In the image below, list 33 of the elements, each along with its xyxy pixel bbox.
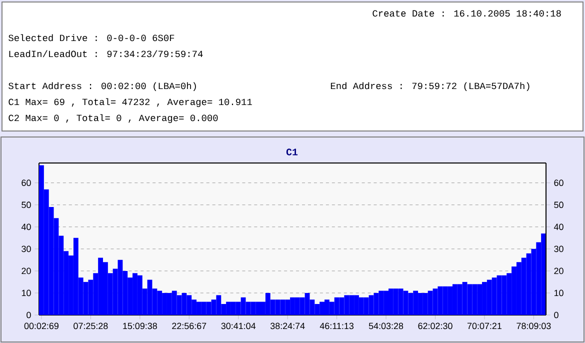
y2-tick-label: 10 (22, 290, 31, 296)
y2-tick-label: 20 (22, 268, 31, 274)
x-tick-label: 70:07:21 (467, 322, 502, 330)
y-tick-label: 40 (554, 224, 564, 230)
y2-tick-label: 50 (22, 202, 31, 208)
y2-tick-label: 60 (22, 180, 31, 186)
text: LeadIn/LeadOut : 97:34:23/79:59:74 (9, 50, 203, 58)
x-tick-label: 00:02:69 (24, 322, 58, 330)
x-tick-label: 07:25:28 (74, 322, 108, 330)
x-tick-label: 46:11:13 (320, 322, 354, 330)
x-tick-label: 78:09:03 (516, 322, 551, 330)
text: Selected Drive : 0-0-0-0 6S0F (8, 34, 174, 42)
x-tick-label: 22:56:67 (172, 322, 206, 330)
y-tick-label: 0 (554, 312, 558, 318)
text: End Address : 79:59:72 (LBA=57DA7h) (330, 82, 530, 92)
y-tick-label: 30 (554, 246, 564, 252)
text: C1 Max= 69 , Total= 47232 , Average= 10.911 (8, 98, 252, 108)
y-tick-label: 20 (554, 268, 564, 274)
y2-tick-label: 30 (22, 246, 31, 252)
x-tick-label: 30:41:04 (221, 322, 256, 330)
y2-tick-label: 0 (26, 312, 31, 318)
x-tick-label: 62:02:30 (418, 322, 452, 330)
text: C2 Max= 0 , Total= 0 , Average= 0.000 (8, 114, 218, 124)
x-tick-label: 38:24:74 (270, 322, 305, 330)
x-tick-label: 54:03:28 (368, 322, 404, 330)
y-tick-label: 60 (554, 180, 564, 186)
chart-title: C1 (286, 148, 298, 156)
y2-tick-label: 40 (21, 224, 31, 230)
text: Create Date : 16.10.2005 18:40:18 (372, 10, 561, 17)
y-tick-label: 10 (554, 290, 564, 296)
x-tick-label: 15:09:38 (123, 322, 157, 330)
text: Start Address : 00:02:00 (LBA=0h) (8, 82, 196, 92)
y-tick-label: 50 (554, 202, 564, 208)
